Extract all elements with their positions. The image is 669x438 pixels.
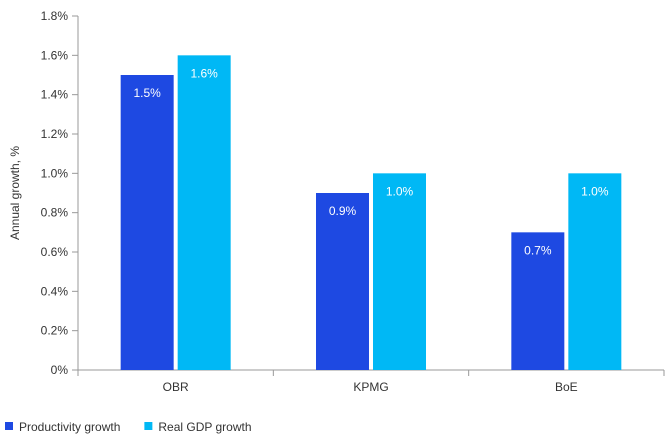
y-tick-label: 1.4% [41,88,69,102]
bar-data-label: 1.5% [133,86,161,100]
y-tick-label: 0.6% [41,245,69,259]
legend: Productivity growth Real GDP growth [5,420,252,434]
legend-swatch [5,422,13,430]
bars-group: 1.5% 1.6% 0.9% 1.0% 0.7% 1.0% [120,55,622,370]
bar [177,55,231,370]
y-tick-label: 0.8% [41,206,69,220]
bar [511,232,565,370]
y-tick-label: 0% [51,363,69,377]
y-axis: 0% 0.2% 0.4% 0.6% 0.8% 1.0% 1.2% 1.4% 1.6% 1.8% [41,9,79,377]
bar [120,75,174,370]
bar [373,173,426,370]
bar-data-label: 1.6% [190,66,218,80]
bar-data-label: 1.0% [581,184,609,198]
legend-swatch [144,422,153,430]
x-category-label: BoE [555,380,578,394]
x-axis: OBR KPMG BoE [77,369,665,394]
x-category-label: KPMG [353,380,388,394]
y-tick-label: 1.2% [41,127,69,141]
y-tick-label: 1.6% [41,48,69,62]
y-axis-title: Annual growth, % [8,146,22,240]
bar [316,193,369,370]
y-axis-title-group: Annual growth, % [8,146,22,240]
bar [568,173,622,370]
y-tick-label: 1.8% [41,9,69,23]
y-tick-label: 0.4% [41,284,69,298]
y-tick-label: 1.0% [41,166,69,180]
bar-data-label: 0.9% [329,204,357,218]
bar-data-label: 1.0% [386,184,414,198]
bar-data-label: 0.7% [524,243,552,257]
legend-label: Productivity growth [19,420,120,434]
x-category-label: OBR [163,380,189,394]
y-tick-label: 0.2% [41,324,69,338]
legend-label: Real GDP growth [158,420,251,434]
